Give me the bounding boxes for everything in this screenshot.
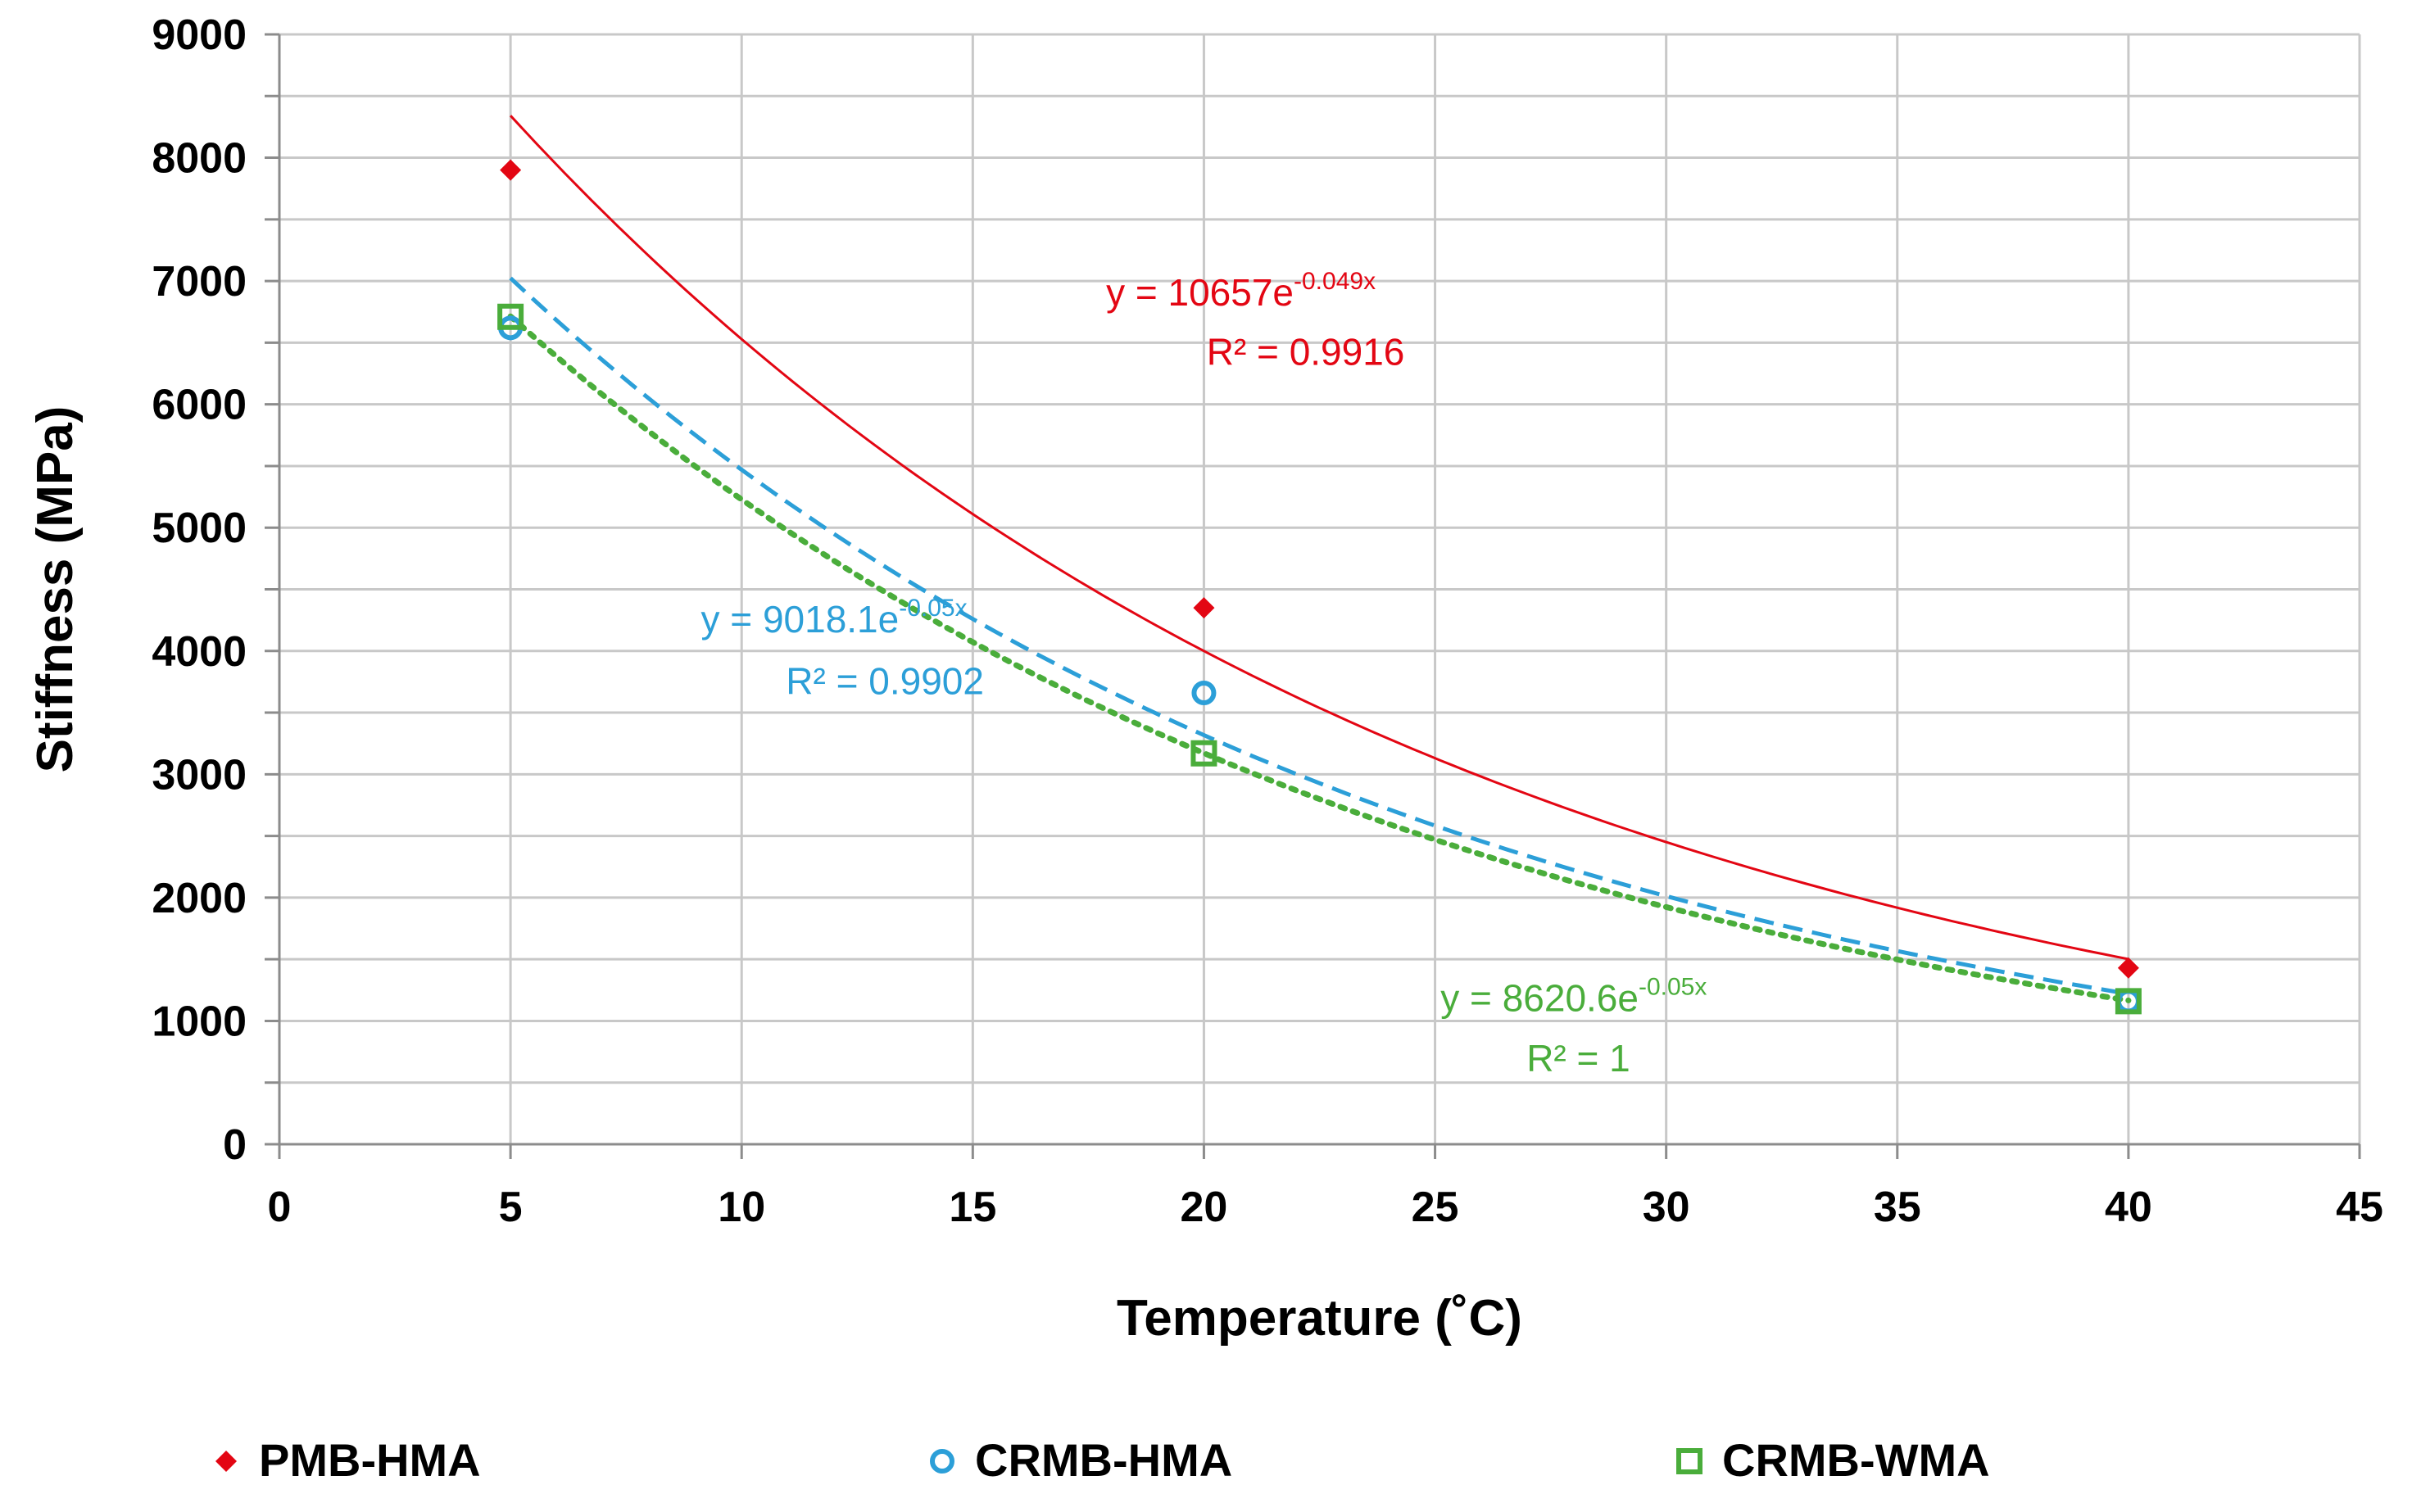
trendline-crmb-hma: [509, 276, 2129, 996]
x-tick-label: 10: [718, 1184, 765, 1231]
x-tick-label: 20: [1181, 1184, 1228, 1231]
trendline-r2: R² = 0.9902: [786, 659, 984, 702]
legend-marker: [1676, 1448, 1702, 1474]
x-tick-label: 35: [1874, 1184, 1921, 1231]
trendlines: [507, 115, 2132, 1003]
trendline-equation: y = 8620.6e-0.05x: [1440, 973, 1707, 1019]
trendline-crmb-wma: [507, 313, 2132, 1003]
y-tick-label: 7000: [152, 258, 247, 306]
x-tick-label: 15: [949, 1184, 996, 1231]
legend-item-crmb-hma: CRMB-HMA: [930, 1434, 1232, 1486]
y-tick-label: 8000: [152, 135, 247, 183]
x-tick-label: 0: [268, 1184, 292, 1231]
legend-label: PMB-HMA: [259, 1434, 481, 1486]
x-tick-label: 45: [2336, 1184, 2383, 1231]
y-tick-label: 4000: [152, 628, 247, 676]
x-tick-label: 5: [499, 1184, 523, 1231]
y-tick-label: 9000: [152, 11, 247, 59]
legend-label: CRMB-HMA: [975, 1434, 1232, 1486]
legend-item-crmb-wma: CRMB-WMA: [1676, 1434, 1990, 1486]
x-axis-title: Temperature (˚C): [1117, 1290, 1522, 1347]
trendline-r2: R² = 0.9916: [1207, 330, 1405, 373]
y-tick-label: 6000: [152, 382, 247, 429]
x-tick-label: 25: [1412, 1184, 1459, 1231]
data-point-crmb-hma: [1191, 680, 1217, 705]
x-tick-label: 30: [1643, 1184, 1690, 1231]
data-point-crmb-wma: [497, 303, 524, 330]
trendline-equation: y = 9018.1e-0.05x: [701, 595, 968, 641]
legend-marker: [930, 1449, 954, 1474]
y-tick-label: 3000: [152, 751, 247, 799]
data-point-crmb-wma: [2115, 988, 2142, 1015]
trendline-pmb-hma: [509, 115, 2129, 961]
axes: [265, 33, 2361, 1159]
axis-titles: Temperature (˚C) Stiffness (MPa): [27, 406, 1522, 1347]
y-tick-label: 1000: [152, 998, 247, 1045]
legend: PMB-HMA CRMB-HMA CRMB-WMA: [215, 1434, 1990, 1486]
y-tick-label: 2000: [152, 875, 247, 922]
y-tick-label: 5000: [152, 505, 247, 552]
y-tick-label: 0: [223, 1121, 247, 1169]
trendline-r2: R² = 1: [1526, 1037, 1630, 1080]
y-axis-title: Stiffness (MPa): [27, 406, 84, 773]
data-point-crmb-wma: [1190, 740, 1217, 767]
data-point-pmb-hma: [500, 159, 522, 181]
gridlines: [279, 33, 2361, 1144]
trendline-equation: y = 10657e-0.049x: [1106, 268, 1376, 314]
data-point-pmb-hma: [1193, 597, 1215, 619]
legend-item-pmb-hma: PMB-HMA: [215, 1434, 481, 1486]
x-tick-label: 40: [2105, 1184, 2152, 1231]
legend-label: CRMB-WMA: [1722, 1434, 1990, 1486]
trendline-equations: y = 10657e-0.049x R² = 0.9916 y = 9018.1e-…: [701, 268, 1707, 1080]
data-point-pmb-hma: [2117, 957, 2139, 979]
tick-labels: 0 1000 2000 3000 4000 5000 6000 7000 8000 9000 0 5 1…: [152, 11, 2383, 1231]
legend-marker: [215, 1451, 237, 1472]
data-markers: [497, 159, 2142, 1015]
